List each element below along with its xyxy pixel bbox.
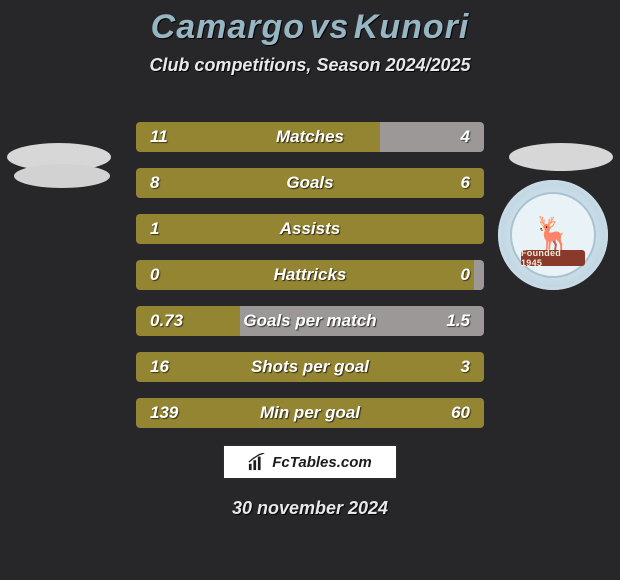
title-block: Camargo vs Kunori xyxy=(0,0,620,47)
stat-value-right: 0 xyxy=(447,260,484,290)
stat-value-left: 11 xyxy=(136,122,182,152)
placeholder-ellipse xyxy=(509,143,613,171)
stat-value-left: 0.73 xyxy=(136,306,197,336)
subtitle: Club competitions, Season 2024/2025 xyxy=(0,55,620,76)
founded-label: Founded xyxy=(521,248,561,258)
stat-value-left: 8 xyxy=(136,168,173,198)
founded-ribbon: Founded 1945 xyxy=(521,250,585,266)
stat-value-right: 60 xyxy=(437,398,484,428)
stat-row: 0.731.5Goals per match xyxy=(136,306,484,336)
stat-bar-left xyxy=(136,352,484,382)
club-emblem: 🦌 Founded 1945 xyxy=(498,180,608,290)
stat-value-left: 139 xyxy=(136,398,192,428)
stat-value-right: 1.5 xyxy=(432,306,484,336)
stat-bar-left xyxy=(136,168,484,198)
placeholder-ellipse-2 xyxy=(14,164,110,188)
stat-row: 00Hattricks xyxy=(136,260,484,290)
stat-row: 86Goals xyxy=(136,168,484,198)
date-line: 30 november 2024 xyxy=(0,498,620,519)
title-vs: vs xyxy=(310,8,350,46)
comparison-bars: 114Matches86Goals1Assists00Hattricks0.73… xyxy=(136,122,484,444)
stat-value-left: 16 xyxy=(136,352,183,382)
brand-badge: FcTables.com xyxy=(222,444,398,480)
stat-value-right: 6 xyxy=(447,168,484,198)
stat-value-left: 1 xyxy=(136,214,173,244)
chart-icon xyxy=(248,453,266,471)
stat-value-left: 0 xyxy=(136,260,173,290)
stat-row: 1Assists xyxy=(136,214,484,244)
brand-text: FcTables.com xyxy=(272,454,371,471)
deer-icon: 🦌 xyxy=(532,218,574,252)
title-player-right: Kunori xyxy=(354,8,470,46)
stat-bar-left xyxy=(136,214,484,244)
title-player-left: Camargo xyxy=(151,8,305,46)
stat-row: 163Shots per goal xyxy=(136,352,484,382)
founded-year: 1945 xyxy=(521,258,542,268)
stat-value-right: 4 xyxy=(447,122,484,152)
stat-row: 114Matches xyxy=(136,122,484,152)
stat-value-right: 3 xyxy=(447,352,484,382)
left-player-badge xyxy=(4,102,114,212)
stat-row: 13960Min per goal xyxy=(136,398,484,428)
stat-bar-left xyxy=(136,260,474,290)
